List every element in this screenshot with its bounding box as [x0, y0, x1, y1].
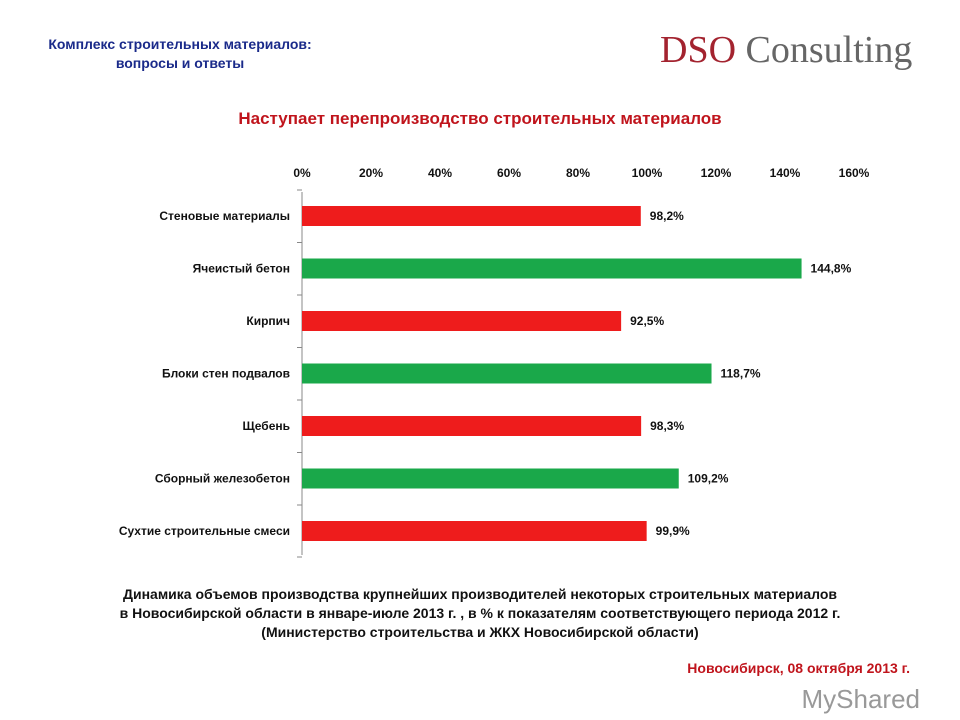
category-label: Щебень: [243, 419, 290, 433]
data-label: 109,2%: [688, 472, 729, 486]
category-label: Ячеистый бетон: [193, 262, 290, 276]
note-line3: (Министерство строительства и ЖКХ Новоси…: [261, 624, 699, 640]
bar: [302, 363, 712, 384]
header-line2: вопросы и ответы: [115, 55, 245, 71]
x-tick-label: 80%: [566, 166, 590, 180]
header-line1: Комплекс строительных материалов:: [48, 36, 312, 52]
header: Комплекс строительных материалов: вопрос…: [20, 35, 340, 73]
category-label: Сухтие строительные смеси: [119, 524, 290, 538]
bar-chart: 0% 20% 40% 60% 80% 100% 120% 140% 160% Стеновые м…: [119, 166, 870, 558]
bar: [302, 521, 647, 541]
data-label: 92,5%: [630, 314, 664, 328]
category-label: Сборный железобетон: [155, 472, 290, 486]
bar: [302, 416, 642, 436]
x-tick-label: 40%: [428, 166, 452, 180]
x-tick-label: 60%: [497, 166, 521, 180]
x-tick-label: 140%: [770, 166, 801, 180]
chart-note: Динамика объемов производства крупнейших…: [0, 585, 960, 642]
x-tick-label: 20%: [359, 166, 383, 180]
footer-place-date: Новосибирск, 08 октября 2013 г.: [687, 660, 910, 676]
category-label: Стеновые материалы: [159, 209, 290, 223]
bar: [302, 468, 679, 489]
x-tick-label: 120%: [701, 166, 732, 180]
category-label: Блоки стен подвалов: [162, 367, 290, 381]
category-label: Кирпич: [246, 314, 290, 328]
x-tick-label: 100%: [632, 166, 663, 180]
logo-dso: DSO: [660, 29, 737, 71]
note-line2: в Новосибирской области в январе-июле 20…: [119, 605, 841, 621]
watermark: MyShared: [801, 684, 921, 714]
bar: [302, 258, 802, 279]
bar: [302, 311, 622, 331]
logo-consulting: Consulting: [736, 29, 913, 71]
data-label: 98,3%: [650, 419, 684, 433]
x-tick-label: 160%: [839, 166, 870, 180]
note-line1: Динамика объемов производства крупнейших…: [123, 586, 837, 602]
bar: [302, 206, 641, 226]
logo: DSO Consulting: [660, 28, 912, 72]
data-label: 98,2%: [650, 209, 684, 223]
chart-title: Наступает перепроизводство строительных …: [238, 109, 722, 128]
data-label: 99,9%: [656, 524, 690, 538]
x-tick-label: 0%: [293, 166, 311, 180]
data-label: 144,8%: [811, 262, 852, 276]
data-label: 118,7%: [721, 367, 761, 381]
